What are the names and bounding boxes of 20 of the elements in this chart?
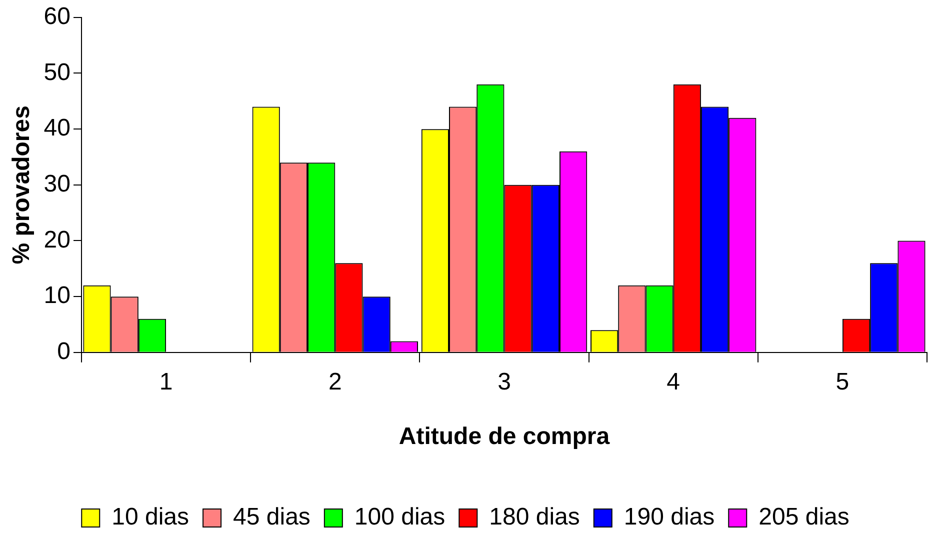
y-tick-label: 20	[44, 226, 70, 254]
x-axis-title: Atitude de compra	[398, 423, 610, 450]
legend-label: 100 dias	[354, 504, 446, 531]
y-tick-label: 60	[44, 3, 70, 30]
legend-label: 180 dias	[489, 504, 580, 531]
y-tick-label: 50	[44, 58, 70, 86]
x-tick-label: 1	[159, 368, 173, 396]
x-tick-label: 2	[328, 368, 342, 396]
x-tick-label: 4	[666, 368, 680, 396]
y-axis-title: % provadores	[8, 106, 36, 264]
legend-label: 205 dias	[758, 504, 850, 531]
legend-label: 45 dias	[233, 504, 310, 531]
y-tick-label: 10	[44, 282, 70, 310]
x-tick-label: 5	[836, 368, 850, 396]
y-tick-label: 40	[44, 114, 70, 142]
legend-label: 10 dias	[112, 504, 190, 531]
x-tick-label: 3	[498, 368, 511, 396]
y-tick-label: 30	[44, 170, 70, 198]
y-tick-label: 0	[57, 338, 70, 366]
legend-label: 190 dias	[624, 504, 715, 531]
